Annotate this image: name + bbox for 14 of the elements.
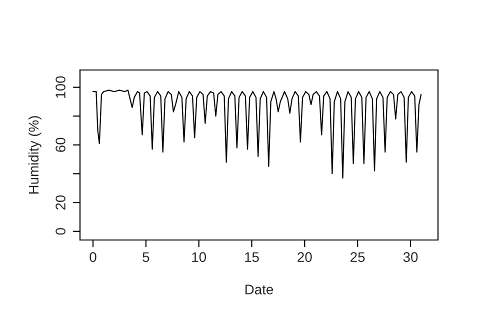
y-tick-label: 100 bbox=[56, 76, 66, 98]
x-axis-title: Date bbox=[245, 284, 274, 294]
x-tick-label: 0 bbox=[90, 252, 96, 262]
y-tick-label: 0 bbox=[56, 228, 66, 235]
y-tick-label: 20 bbox=[56, 195, 66, 210]
line-series bbox=[92, 90, 422, 179]
y-axis-title: Humidity (%) bbox=[28, 116, 42, 194]
x-tick-label: 25 bbox=[350, 252, 365, 262]
x-tick-label: 10 bbox=[192, 252, 206, 262]
x-tick-label: 5 bbox=[142, 252, 150, 262]
y-tick-label: 60 bbox=[56, 138, 66, 152]
x-tick-label: 20 bbox=[298, 252, 312, 262]
x-tick-label: 15 bbox=[245, 252, 259, 262]
x-tick-label: 30 bbox=[403, 252, 418, 262]
